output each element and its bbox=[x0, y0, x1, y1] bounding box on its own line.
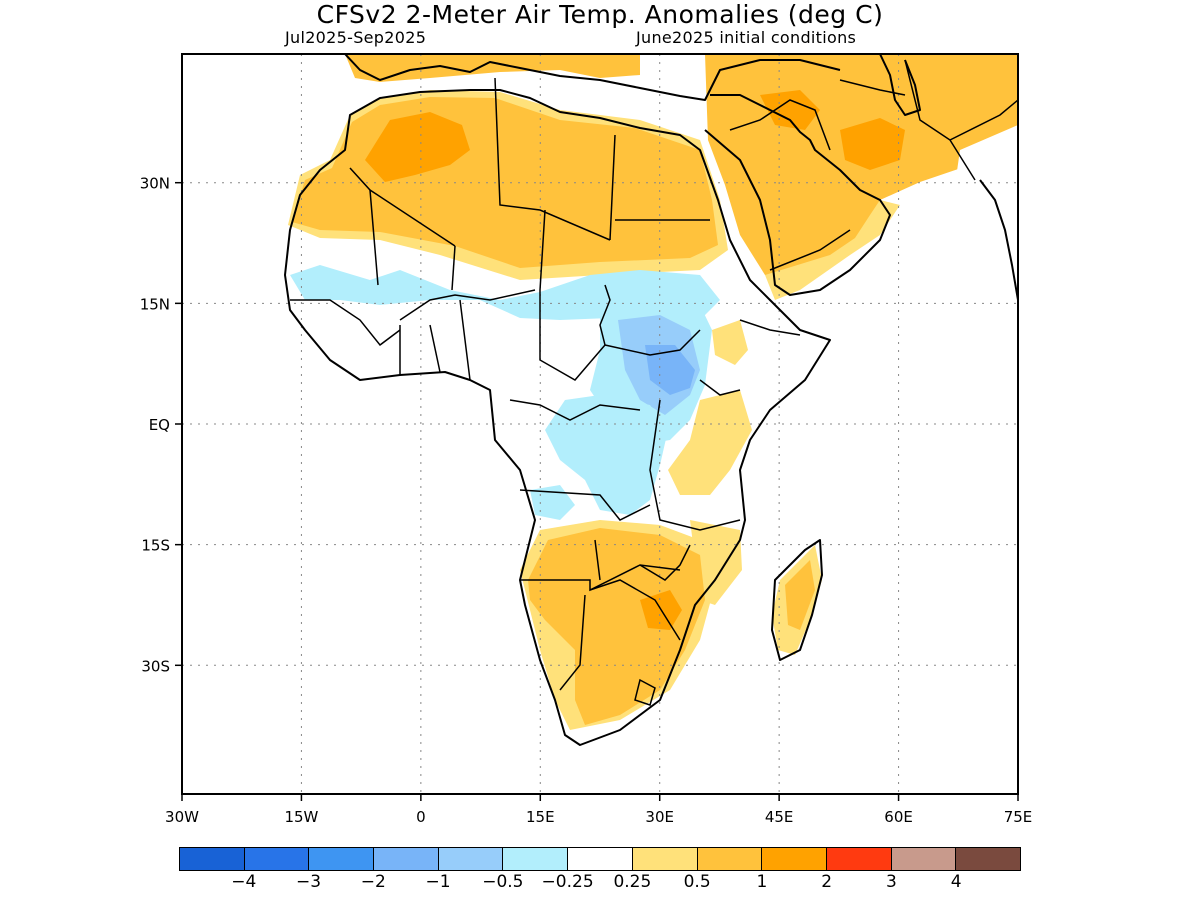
colorbar-label: 2 bbox=[821, 872, 833, 892]
colorbar-swatch bbox=[374, 848, 439, 870]
caspian-coastline bbox=[879, 54, 921, 116]
anomaly-region-algeria-core bbox=[365, 112, 470, 182]
colorbar-swatch bbox=[762, 848, 827, 870]
x-axis: 30W 15W 0 15E 30E 45E 60E 75E bbox=[165, 794, 1032, 826]
border-line bbox=[589, 579, 681, 641]
border-line bbox=[519, 489, 651, 521]
coastlines bbox=[284, 54, 1018, 746]
border-line bbox=[559, 594, 586, 691]
border-line bbox=[429, 324, 441, 373]
africa-coastline bbox=[284, 89, 831, 746]
anomaly-region-angola-cool bbox=[530, 485, 575, 520]
border-line bbox=[539, 209, 546, 291]
border-line bbox=[729, 99, 831, 151]
border-line bbox=[699, 379, 741, 396]
colorbar-label: 3 bbox=[886, 872, 897, 892]
anomaly-region-iraq-core bbox=[760, 90, 820, 130]
colorbar-label: −4 bbox=[231, 872, 257, 892]
anomaly-region-europe bbox=[345, 54, 640, 82]
colorbar-swatch bbox=[697, 848, 763, 870]
colorbar-label: 0.5 bbox=[683, 872, 711, 892]
colorbar-swatch bbox=[956, 848, 1020, 870]
x-tick-label: 0 bbox=[416, 808, 426, 826]
anomaly-region-arabia-light bbox=[765, 200, 900, 300]
x-tick-label: 30W bbox=[165, 808, 199, 826]
border-line bbox=[769, 229, 851, 271]
border-line bbox=[739, 319, 801, 336]
colorbar-swatch bbox=[826, 848, 892, 870]
border-line bbox=[369, 189, 379, 286]
border-line bbox=[839, 79, 906, 96]
colorbar-label: −3 bbox=[296, 872, 322, 892]
x-tick-label: 60E bbox=[884, 808, 913, 826]
colorbar-label: −1 bbox=[425, 872, 451, 892]
x-tick-label: 15E bbox=[526, 808, 555, 826]
madagascar-coastline bbox=[771, 539, 823, 661]
colorbar-label: 4 bbox=[950, 872, 962, 892]
forecast-period: Jul2025-Sep2025 bbox=[285, 28, 427, 47]
colorbar-swatch bbox=[180, 848, 245, 870]
anomaly-region-madagascar-core bbox=[785, 560, 815, 630]
colorbar bbox=[179, 847, 1021, 871]
border-line bbox=[649, 399, 741, 531]
initial-conditions: June2025 initial conditions bbox=[636, 28, 857, 47]
colorbar-swatch bbox=[244, 848, 310, 870]
anomaly-fields bbox=[288, 54, 1018, 730]
anomaly-region-congo-cool bbox=[545, 395, 668, 515]
border-line bbox=[539, 290, 606, 381]
border-line bbox=[604, 329, 701, 356]
colorbar-label: 0.25 bbox=[613, 872, 652, 892]
border-line bbox=[904, 59, 976, 181]
y-tick-label: 30N bbox=[140, 175, 170, 193]
border-line bbox=[594, 539, 601, 581]
x-tick-label: 75E bbox=[1004, 808, 1033, 826]
border-line bbox=[609, 134, 616, 241]
border-line bbox=[599, 284, 611, 346]
colorbar-swatch bbox=[632, 848, 698, 870]
x-tick-label: 30E bbox=[645, 808, 674, 826]
x-tick-label: 15W bbox=[284, 808, 318, 826]
border-line bbox=[451, 245, 456, 291]
border-line bbox=[459, 299, 471, 381]
y-tick-label: EQ bbox=[149, 416, 170, 434]
colorbar-swatch bbox=[891, 848, 957, 870]
europe-coastline bbox=[344, 54, 841, 101]
y-tick-label: 15N bbox=[140, 295, 170, 313]
border-line bbox=[634, 678, 656, 706]
y-tick-label: 30S bbox=[141, 657, 170, 675]
colorbar-swatch bbox=[568, 848, 633, 870]
india-coastline bbox=[979, 179, 1018, 301]
colorbar-label: −0.25 bbox=[541, 872, 594, 892]
colorbar-swatch bbox=[309, 848, 375, 870]
anomaly-region-ethiopia-warm bbox=[712, 320, 748, 365]
border-line bbox=[494, 77, 611, 241]
colorbar-label: −2 bbox=[360, 872, 386, 892]
colorbar-label: −0.5 bbox=[482, 872, 524, 892]
border-line bbox=[399, 289, 536, 321]
border-line bbox=[509, 399, 641, 421]
arabia-coastline bbox=[704, 94, 891, 296]
x-tick-label: 45E bbox=[765, 808, 794, 826]
y-axis: 30N 15N EQ 15S 30S bbox=[140, 175, 182, 675]
anomaly-region-iran-core bbox=[840, 118, 905, 170]
border-line bbox=[639, 544, 691, 581]
anomaly-region-kenya-warm bbox=[668, 390, 752, 495]
colorbar-swatch bbox=[503, 848, 569, 870]
country-borders bbox=[290, 59, 1018, 706]
grid-lines bbox=[182, 54, 1018, 794]
border-line bbox=[949, 99, 1018, 141]
anomaly-region-pakistan-cool bbox=[955, 125, 1018, 260]
colorbar-label: 1 bbox=[756, 872, 768, 892]
y-tick-label: 15S bbox=[141, 537, 170, 555]
border-line bbox=[290, 299, 401, 347]
colorbar-swatch bbox=[438, 848, 504, 870]
map-title: CFSv2 2-Meter Air Temp. Anomalies (deg C… bbox=[316, 0, 884, 29]
anomaly-region-sudan-core bbox=[645, 345, 695, 395]
